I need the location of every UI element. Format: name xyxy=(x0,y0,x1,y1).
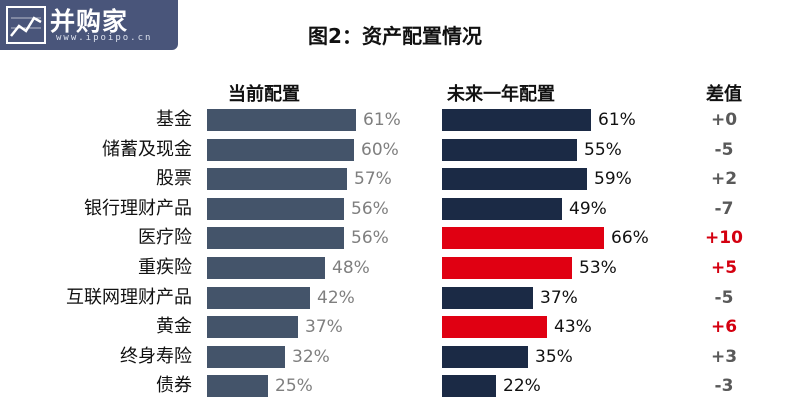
value-label-future: 35% xyxy=(535,347,573,367)
bar-future xyxy=(442,168,587,190)
bar-current xyxy=(207,316,298,338)
bar-current xyxy=(207,109,356,131)
category-label: 终身寿险 xyxy=(120,346,192,367)
value-label-current: 32% xyxy=(292,347,330,367)
bar-future xyxy=(442,287,533,309)
value-label-current: 42% xyxy=(317,288,355,308)
diff-label: +5 xyxy=(710,258,738,278)
value-label-future: 53% xyxy=(579,258,617,278)
diff-label: +6 xyxy=(710,317,738,337)
value-label-future: 55% xyxy=(584,140,622,160)
value-label-current: 61% xyxy=(363,110,401,130)
diff-label: +0 xyxy=(710,110,738,130)
category-label: 医疗险 xyxy=(138,227,192,248)
value-label-current: 60% xyxy=(361,140,399,160)
bar-current xyxy=(207,198,344,220)
category-label: 储蓄及现金 xyxy=(102,139,192,160)
category-label: 银行理财产品 xyxy=(84,198,192,219)
brand-logo: 并购家 www.ipoipo.cn xyxy=(0,0,178,50)
bar-future xyxy=(442,375,496,397)
chart-logo-icon xyxy=(6,6,46,44)
bar-current xyxy=(207,227,344,249)
value-label-current: 25% xyxy=(275,376,313,396)
bar-future xyxy=(442,316,547,338)
brand-name: 并购家 xyxy=(50,7,129,36)
category-label: 股票 xyxy=(156,168,192,189)
category-label: 重疾险 xyxy=(138,257,192,278)
bar-future xyxy=(442,109,591,131)
category-label: 互联网理财产品 xyxy=(66,287,192,308)
column-header-current: 当前配置 xyxy=(228,84,300,105)
brand-url: www.ipoipo.cn xyxy=(56,33,153,43)
bar-current xyxy=(207,346,285,368)
chart-title: 图2：资产配置情况 xyxy=(308,24,482,48)
bar-future xyxy=(442,139,577,161)
value-label-future: 22% xyxy=(503,376,541,396)
diff-label: +10 xyxy=(705,228,743,248)
value-label-current: 56% xyxy=(351,199,389,219)
value-label-future: 43% xyxy=(554,317,592,337)
bar-current xyxy=(207,168,347,190)
bar-current xyxy=(207,287,310,309)
value-label-future: 49% xyxy=(569,199,607,219)
diff-label: -5 xyxy=(714,288,734,308)
bar-current xyxy=(207,139,354,161)
category-label: 债券 xyxy=(156,375,192,396)
value-label-current: 37% xyxy=(305,317,343,337)
diff-label: -3 xyxy=(714,376,734,396)
bar-future xyxy=(442,198,562,220)
bar-future xyxy=(442,346,528,368)
bar-current xyxy=(207,375,268,397)
value-label-current: 57% xyxy=(354,169,392,189)
column-header-diff: 差值 xyxy=(706,84,742,105)
bar-future xyxy=(442,227,604,249)
value-label-future: 66% xyxy=(611,228,649,248)
diff-label: +3 xyxy=(710,347,738,367)
value-label-future: 59% xyxy=(594,169,632,189)
diff-label: +2 xyxy=(710,169,738,189)
category-label: 基金 xyxy=(156,109,192,130)
bar-future xyxy=(442,257,572,279)
column-header-future: 未来一年配置 xyxy=(447,84,555,105)
category-label: 黄金 xyxy=(156,316,192,337)
value-label-future: 37% xyxy=(540,288,578,308)
diff-label: -5 xyxy=(714,140,734,160)
value-label-current: 56% xyxy=(351,228,389,248)
value-label-current: 48% xyxy=(332,258,370,278)
value-label-future: 61% xyxy=(598,110,636,130)
diff-label: -7 xyxy=(714,199,734,219)
bar-current xyxy=(207,257,325,279)
